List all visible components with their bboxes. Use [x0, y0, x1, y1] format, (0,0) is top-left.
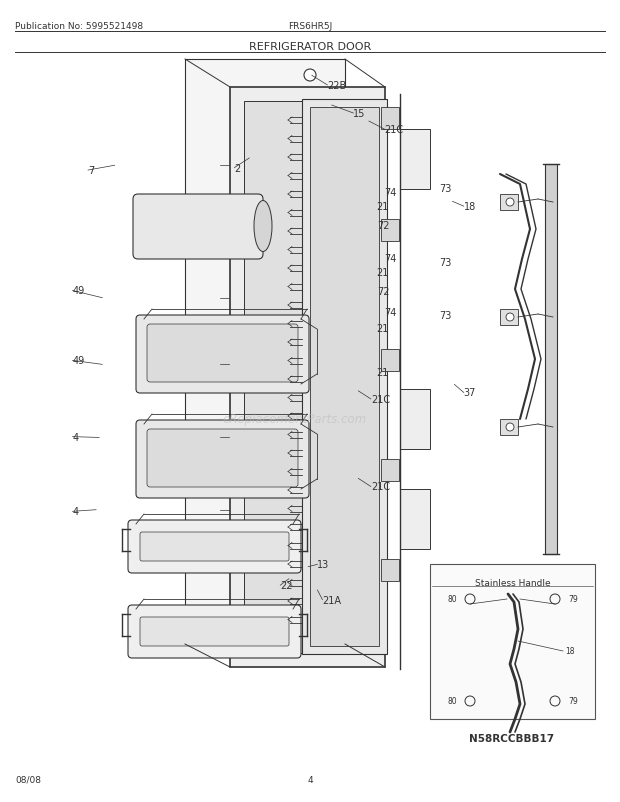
FancyBboxPatch shape [128, 520, 301, 573]
Text: 72: 72 [377, 287, 389, 297]
Circle shape [471, 642, 481, 652]
Bar [230, 88, 385, 667]
Text: eReplacementParts.com: eReplacementParts.com [223, 413, 367, 426]
Text: 21: 21 [376, 368, 389, 378]
Bar [500, 310, 518, 326]
Text: 4: 4 [307, 775, 313, 784]
Text: 74: 74 [384, 253, 397, 263]
Text: 21: 21 [376, 268, 389, 277]
Bar [381, 350, 399, 371]
Text: 22B: 22B [327, 81, 347, 91]
Circle shape [506, 423, 514, 431]
Text: 74: 74 [384, 188, 397, 197]
Bar [381, 107, 399, 130]
Text: 73: 73 [439, 184, 451, 193]
Text: 72: 72 [377, 221, 389, 231]
Bar [381, 460, 399, 481]
Text: 13: 13 [317, 560, 330, 569]
Text: 2: 2 [234, 164, 241, 173]
Text: 18: 18 [464, 202, 476, 212]
Text: 21C: 21C [371, 395, 390, 404]
Bar [400, 390, 430, 449]
FancyBboxPatch shape [147, 429, 298, 488]
FancyBboxPatch shape [136, 316, 309, 394]
Bar [381, 220, 399, 241]
Text: 21C: 21C [384, 125, 404, 135]
Circle shape [506, 199, 514, 207]
Text: 21: 21 [376, 324, 389, 334]
Circle shape [304, 70, 316, 82]
Bar [500, 419, 518, 435]
Bar [185, 60, 345, 644]
Text: 15: 15 [353, 109, 366, 119]
FancyBboxPatch shape [136, 420, 309, 498]
Text: REFRIGERATOR DOOR: REFRIGERATOR DOOR [249, 42, 371, 52]
Bar [400, 130, 430, 190]
Bar [545, 164, 557, 554]
Bar [244, 102, 371, 653]
Text: 79: 79 [568, 595, 578, 604]
FancyBboxPatch shape [140, 618, 289, 646]
FancyBboxPatch shape [128, 606, 301, 658]
Text: Publication No: 5995521498: Publication No: 5995521498 [15, 22, 143, 31]
Text: 79: 79 [568, 697, 578, 706]
Text: 80: 80 [447, 697, 457, 706]
Text: 18: 18 [565, 646, 575, 656]
Circle shape [440, 653, 452, 665]
Text: 4: 4 [73, 507, 79, 516]
Text: N58RCCBBB17: N58RCCBBB17 [469, 733, 554, 743]
Text: 21C: 21C [371, 482, 390, 492]
Circle shape [506, 314, 514, 322]
FancyBboxPatch shape [147, 325, 298, 383]
Text: Stainless Handle: Stainless Handle [475, 578, 551, 587]
Bar [500, 195, 518, 211]
Bar [381, 559, 399, 581]
Text: 37: 37 [464, 388, 476, 398]
Text: 49: 49 [73, 286, 85, 296]
Text: 73: 73 [439, 258, 451, 268]
Text: 08/08: 08/08 [15, 775, 41, 784]
Text: 21: 21 [376, 202, 389, 212]
FancyBboxPatch shape [140, 533, 289, 561]
Bar [302, 100, 387, 654]
FancyBboxPatch shape [133, 195, 263, 260]
Bar [430, 565, 595, 719]
Bar [400, 489, 430, 549]
Text: 22: 22 [280, 581, 293, 590]
Circle shape [488, 667, 496, 675]
Ellipse shape [254, 201, 272, 252]
Text: 73: 73 [439, 311, 451, 321]
Text: 4: 4 [73, 432, 79, 442]
Text: 7: 7 [88, 166, 94, 176]
Text: 80: 80 [447, 595, 457, 604]
Text: 21A: 21A [322, 595, 342, 605]
Text: FRS6HR5J: FRS6HR5J [288, 22, 332, 31]
Text: 74: 74 [384, 308, 397, 318]
Bar [310, 107, 379, 646]
Text: 49: 49 [73, 356, 85, 366]
